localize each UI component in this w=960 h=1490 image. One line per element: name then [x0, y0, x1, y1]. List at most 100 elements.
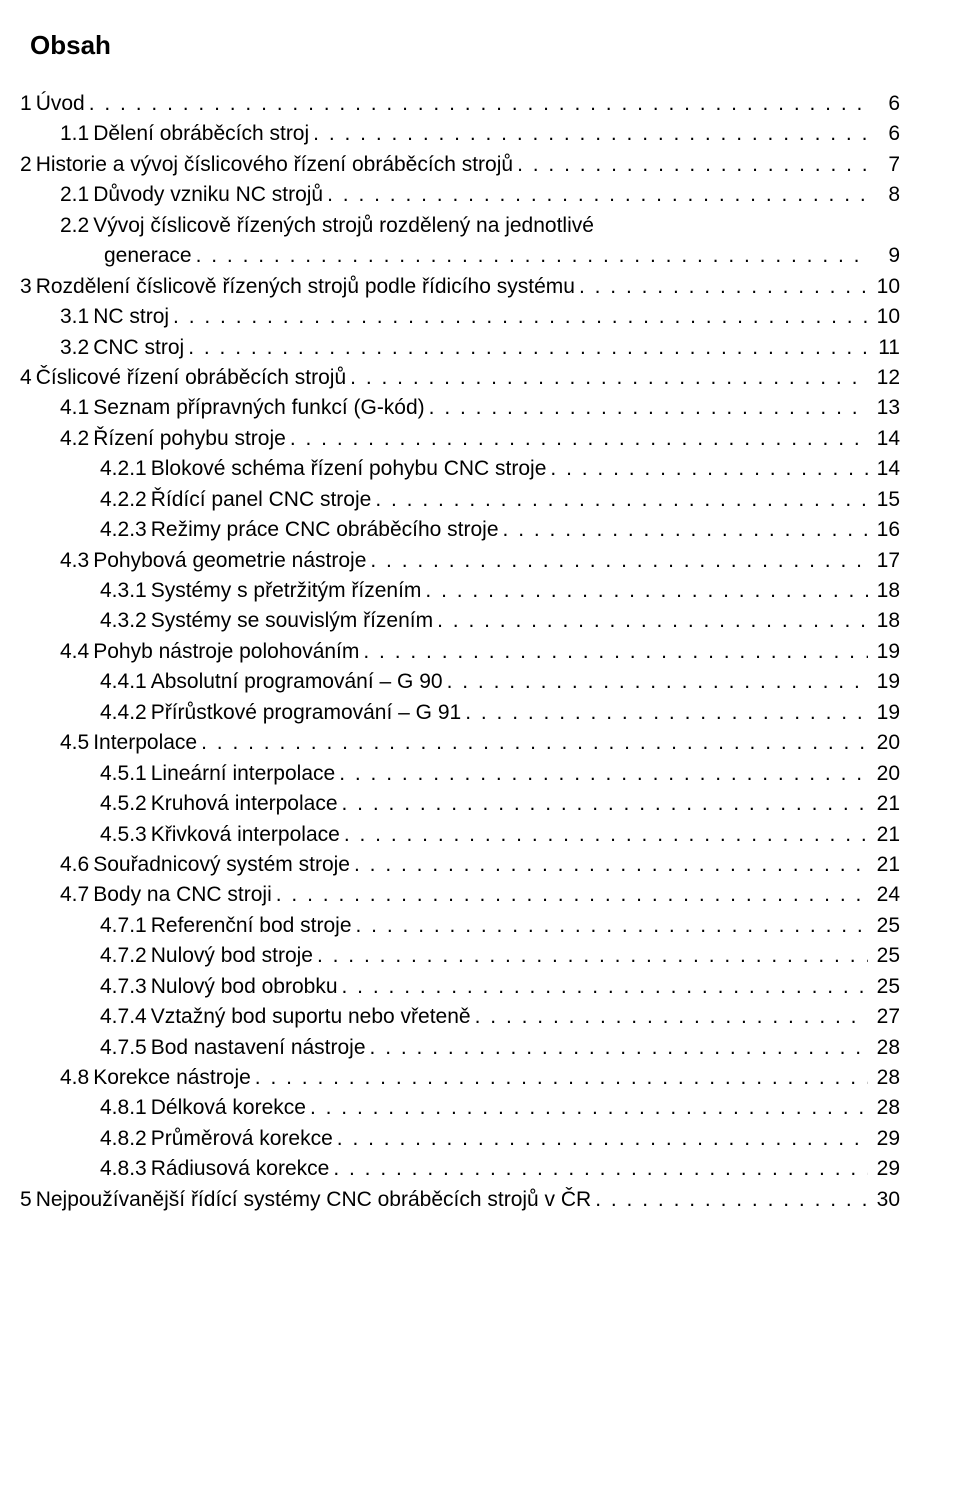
toc-leader: . . . . . . . . . . . . . . . . . . . . …: [197, 728, 868, 758]
toc-entry-text: Bod nastavení nástroje: [147, 1033, 366, 1063]
toc-entry-text: Řízení pohybu stroje: [89, 424, 286, 454]
toc-entry-page: 9: [868, 241, 900, 271]
toc-entry-text: Interpolace: [89, 728, 197, 758]
toc-leader: . . . . . . . . . . . . . . . . . . . . …: [272, 880, 868, 910]
toc-leader: . . . . . . . . . . . . . . . . . . . . …: [346, 363, 868, 393]
toc-entry-number: 5: [20, 1185, 32, 1215]
toc-entry: 4.7.1 Referenční bod stroje. . . . . . .…: [20, 911, 900, 941]
toc-entry-text: Systémy se souvislým řízením: [147, 606, 433, 636]
toc-entry-text: Lineární interpolace: [147, 759, 335, 789]
toc-leader: . . . . . . . . . . . . . . . . . . . . …: [338, 972, 868, 1002]
toc-entry-page: 6: [868, 119, 900, 149]
toc-entry-text: Seznam přípravných funkcí (G-kód): [89, 393, 424, 423]
toc-entry-number: 3.1: [60, 302, 89, 332]
toc-title: Obsah: [20, 30, 900, 61]
toc-entry-page: 15: [868, 485, 900, 515]
toc-entry: 4.8 Korekce nástroje. . . . . . . . . . …: [20, 1063, 900, 1093]
toc-entry: 4.3.1 Systémy s přetržitým řízením. . . …: [20, 576, 900, 606]
toc-leader: . . . . . . . . . . . . . . . . . . . . …: [329, 1154, 868, 1184]
toc-entry: generace. . . . . . . . . . . . . . . . …: [20, 241, 900, 271]
toc-leader: . . . . . . . . . . . . . . . . . . . . …: [306, 1093, 868, 1123]
toc-entry: 4.8.3 Rádiusová korekce. . . . . . . . .…: [20, 1154, 900, 1184]
toc-entry: 4.6 Souřadnicový systém stroje. . . . . …: [20, 850, 900, 880]
toc-entry-number: 4.2.3: [100, 515, 147, 545]
toc-entry-number: 2.2: [60, 211, 89, 241]
toc-entry-number: 4.2: [60, 424, 89, 454]
toc-entry-page: 18: [868, 576, 900, 606]
toc-entry-text: Vztažný bod suportu nebo vřeteně: [147, 1002, 471, 1032]
toc-entry-number: 4.5.3: [100, 820, 147, 850]
toc-entry-number: 4.7.2: [100, 941, 147, 971]
toc-entry-number: 1: [20, 89, 32, 119]
toc-entry: 4.7.2 Nulový bod stroje. . . . . . . . .…: [20, 941, 900, 971]
toc-leader: . . . . . . . . . . . . . . . . . . . . …: [192, 241, 868, 271]
toc-entry-text: Blokové schéma řízení pohybu CNC stroje: [147, 454, 547, 484]
toc-entry-page: 16: [868, 515, 900, 545]
toc-entry: 4.4.2 Přírůstkové programování – G 91. .…: [20, 698, 900, 728]
toc-entry: 3.1 NC stroj. . . . . . . . . . . . . . …: [20, 302, 900, 332]
toc-entry-text: Úvod: [32, 89, 85, 119]
toc-entry-number: 4.2.1: [100, 454, 147, 484]
toc-leader: . . . . . . . . . . . . . . . . . . . . …: [371, 485, 868, 515]
toc-leader: . . . . . . . . . . . . . . . . . . . . …: [359, 637, 868, 667]
toc-entry-number: 4: [20, 363, 32, 393]
toc-entry-text: Pohyb nástroje polohováním: [89, 637, 359, 667]
toc-entry-number: 4.5: [60, 728, 89, 758]
toc-entry-text: Nulový bod stroje: [147, 941, 313, 971]
toc-entry-page: 18: [868, 606, 900, 636]
toc-leader: . . . . . . . . . . . . . . . . . . . . …: [313, 941, 868, 971]
toc-entry-page: 20: [868, 759, 900, 789]
toc-entry-page: 7: [868, 150, 900, 180]
toc-leader: . . . . . . . . . . . . . . . . . . . . …: [421, 576, 868, 606]
toc-entry-page: 27: [868, 1002, 900, 1032]
toc-entry-number: 4.8.2: [100, 1124, 147, 1154]
toc-entry-text: Souřadnicový systém stroje: [89, 850, 350, 880]
toc-entry-page: 28: [868, 1033, 900, 1063]
toc-entry-text: Korekce nástroje: [89, 1063, 251, 1093]
toc-leader: . . . . . . . . . . . . . . . . . . . . …: [546, 454, 868, 484]
toc-leader: . . . . . . . . . . . . . . . . . . . . …: [471, 1002, 868, 1032]
toc-entry-page: 10: [868, 272, 900, 302]
toc-entry-number: 4.6: [60, 850, 89, 880]
toc-entry: 4.4.1 Absolutní programování – G 90. . .…: [20, 667, 900, 697]
toc-leader: . . . . . . . . . . . . . . . . . . . . …: [513, 150, 868, 180]
toc-leader: . . . . . . . . . . . . . . . . . . . . …: [366, 546, 868, 576]
toc-entry-number: 4.1: [60, 393, 89, 423]
toc-leader: . . . . . . . . . . . . . . . . . . . . …: [443, 667, 868, 697]
toc-entry-page: 28: [868, 1093, 900, 1123]
toc-entry-text: Systémy s přetržitým řízením: [147, 576, 422, 606]
toc-entry-page: 17: [868, 546, 900, 576]
toc-entry-text: Nulový bod obrobku: [147, 972, 338, 1002]
toc-leader: . . . . . . . . . . . . . . . . . . . . …: [591, 1185, 868, 1215]
toc-entry-number: 4.7.5: [100, 1033, 147, 1063]
toc-entry-text: Historie a vývoj číslicového řízení obrá…: [32, 150, 513, 180]
toc-leader: . . . . . . . . . . . . . . . . . . . . …: [425, 393, 868, 423]
toc-entry-text: Režimy práce CNC obráběcího stroje: [147, 515, 499, 545]
toc-entry-page: 12: [868, 363, 900, 393]
toc-entry: 4.3.2 Systémy se souvislým řízením. . . …: [20, 606, 900, 636]
toc-entry-number: 4.2.2: [100, 485, 147, 515]
toc-entry-number: 3: [20, 272, 32, 302]
toc-entry-page: 25: [868, 941, 900, 971]
toc-entry-text: Délková korekce: [147, 1093, 306, 1123]
toc-container: 1 Úvod . . . . . . . . . . . . . . . . . …: [20, 89, 900, 1215]
toc-entry-number: 4.7.4: [100, 1002, 147, 1032]
toc-entry: 1 Úvod. . . . . . . . . . . . . . . . . …: [20, 89, 900, 119]
toc-entry-page: 20: [868, 728, 900, 758]
toc-entry-page: 14: [868, 424, 900, 454]
toc-entry: 4.2.1 Blokové schéma řízení pohybu CNC s…: [20, 454, 900, 484]
toc-leader: . . . . . . . . . . . . . . . . . . . . …: [169, 302, 868, 332]
toc-entry-number: 2: [20, 150, 32, 180]
toc-entry-text: Vývoj číslicově řízených strojů rozdělen…: [89, 211, 594, 241]
toc-leader: . . . . . . . . . . . . . . . . . . . . …: [340, 820, 868, 850]
toc-leader: . . . . . . . . . . . . . . . . . . . . …: [575, 272, 868, 302]
toc-entry: 4.4 Pohyb nástroje polohováním. . . . . …: [20, 637, 900, 667]
toc-entry-number: 4.3.1: [100, 576, 147, 606]
toc-leader: . . . . . . . . . . . . . . . . . . . . …: [352, 911, 868, 941]
toc-entry: 4.7.4 Vztažný bod suportu nebo vřeteně. …: [20, 1002, 900, 1032]
toc-leader: . . . . . . . . . . . . . . . . . . . . …: [323, 180, 868, 210]
toc-entry-text: Kruhová interpolace: [147, 789, 338, 819]
toc-entry: 3.2 CNC stroj. . . . . . . . . . . . . .…: [20, 333, 900, 363]
toc-entry-page: 30: [868, 1185, 900, 1215]
toc-entry: 4.8.2 Průměrová korekce. . . . . . . . .…: [20, 1124, 900, 1154]
